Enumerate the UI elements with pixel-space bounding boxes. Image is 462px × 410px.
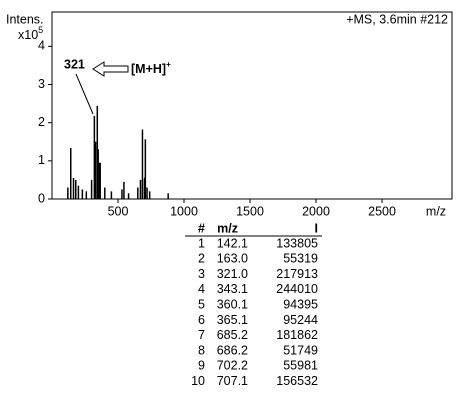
table-header: m/z [217,221,238,235]
table-cell: 55319 [283,252,318,266]
chart-title: +MS, 3.6min #212 [346,12,448,26]
ion-sup: + [166,60,171,69]
table-cell: 343.1 [217,282,248,296]
ion-label: [M+H]+ [131,60,171,76]
table-cell: 95244 [283,313,318,327]
plot-frame [51,11,453,200]
table-cell: 8 [198,343,205,357]
table-cell: 244010 [276,282,318,296]
x-label: m/z [426,204,446,218]
table-cell: 365.1 [217,313,248,327]
x-tick-label: 2000 [302,204,330,218]
table-cell: 163.0 [217,252,248,266]
x-tick-label: 500 [108,204,129,218]
table-cell: 6 [198,313,205,327]
table-cell: 3 [198,267,205,281]
table-cell: 1 [198,236,205,250]
table-cell: 51749 [283,343,318,357]
y-scale: x105 [18,25,43,42]
y-tick-label: 2 [38,115,45,129]
table-cell: 685.2 [217,328,248,342]
y-tick-label: 0 [38,191,45,205]
table-cell: 4 [198,282,205,296]
y-tick-label: 1 [38,153,45,167]
table-cell: 10 [191,374,205,388]
y-tick-label: 3 [38,77,45,91]
table-cell: 321.0 [217,267,248,281]
y-scale-base: x10 [18,28,38,42]
peak-pointer [75,73,94,115]
ion-arrow [92,61,129,77]
y-tick-label: 4 [38,39,45,53]
x-tick-label: 1500 [236,204,264,218]
table-cell: 9 [198,359,205,373]
table-cell: 55981 [283,359,318,373]
table-cell: 217913 [276,267,318,281]
peak-label: 321 [64,57,85,71]
x-tick-label: 2500 [368,204,396,218]
table-cell: 707.1 [217,374,248,388]
table-cell: 142.1 [217,236,248,250]
table-cell: 702.2 [217,359,248,373]
table-cell: 181862 [276,328,318,342]
table-cell: 94395 [283,297,318,311]
table-cell: 5 [198,297,205,311]
peak-table: # m/z I 1 142.1 133805 2 163.0 55319 3 321.0 217913… [185,221,322,388]
y-scale-exp: 5 [38,25,43,35]
table-cell: 686.2 [217,343,248,357]
x-tick-label: 1000 [170,204,198,218]
table-header: # [198,221,205,235]
table-cell: 133805 [276,236,318,250]
table-cell: 7 [198,328,205,342]
y-label: Intens. [6,12,44,26]
table-header: I [315,221,318,235]
ion-text: [M+H] [131,62,166,76]
table-cell: 156532 [276,374,318,388]
table-cell: 360.1 [217,297,248,311]
table-cell: 2 [198,252,205,266]
